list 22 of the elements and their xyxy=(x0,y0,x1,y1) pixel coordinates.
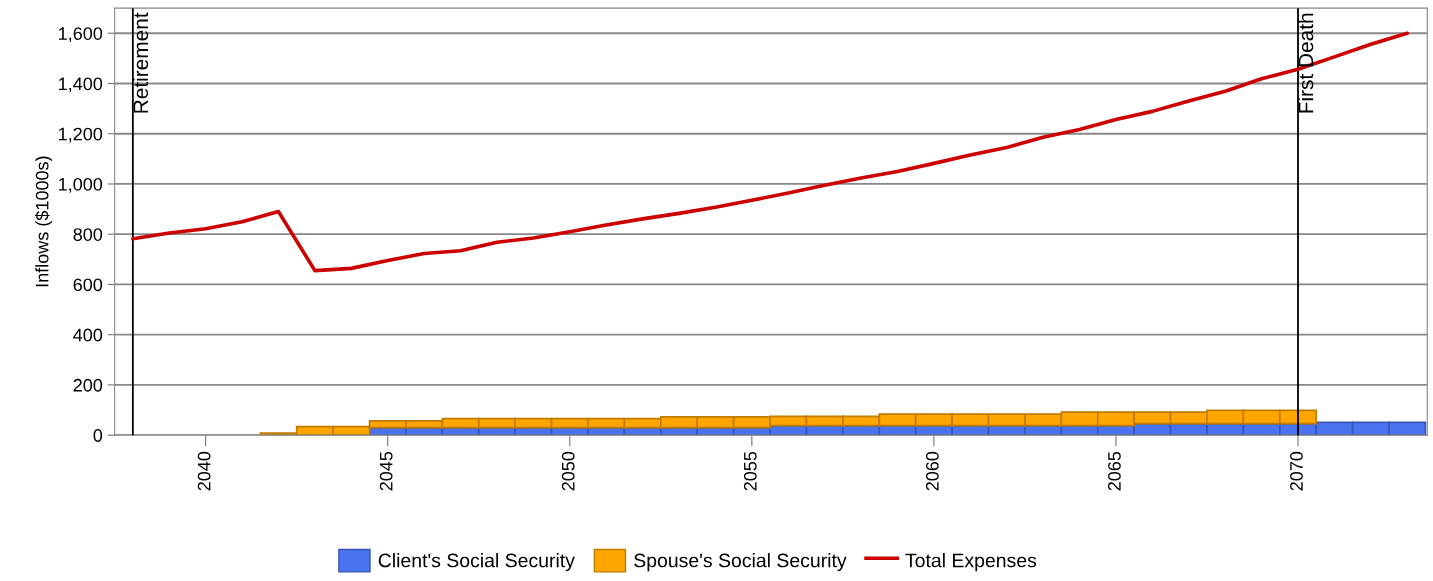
y-tick-label: 200 xyxy=(73,378,103,392)
y-tick-label: 1,000 xyxy=(59,177,103,193)
x-tick-label: 2060 xyxy=(925,451,939,491)
x-tick-label: 2045 xyxy=(379,451,393,491)
y-tick-label: 0 xyxy=(93,429,103,442)
y-tick-label: 1,400 xyxy=(59,77,103,93)
ref-line-label: Retirement xyxy=(132,12,149,113)
legend-label: Client's Social Security xyxy=(378,553,575,572)
y-axis-title: Inflows ($1000s) xyxy=(34,156,53,287)
y-tick-label: 1,200 xyxy=(59,127,103,143)
x-tick-label: 2070 xyxy=(1290,451,1303,491)
y-tick-label: 400 xyxy=(73,328,103,342)
ref-line-label: First Death xyxy=(1298,13,1314,113)
legend-label: Total Expenses xyxy=(905,553,1037,572)
x-tick-label: 2050 xyxy=(561,451,575,491)
x-tick-label: 2055 xyxy=(743,451,757,491)
y-tick-label: 1,600 xyxy=(59,27,103,43)
x-tick-label: 2040 xyxy=(197,451,211,491)
y-tick-label: 800 xyxy=(73,228,103,241)
legend-label: Spouse's Social Security xyxy=(634,553,847,572)
y-tick-label: 600 xyxy=(73,278,103,292)
x-tick-label: 2065 xyxy=(1108,451,1121,491)
